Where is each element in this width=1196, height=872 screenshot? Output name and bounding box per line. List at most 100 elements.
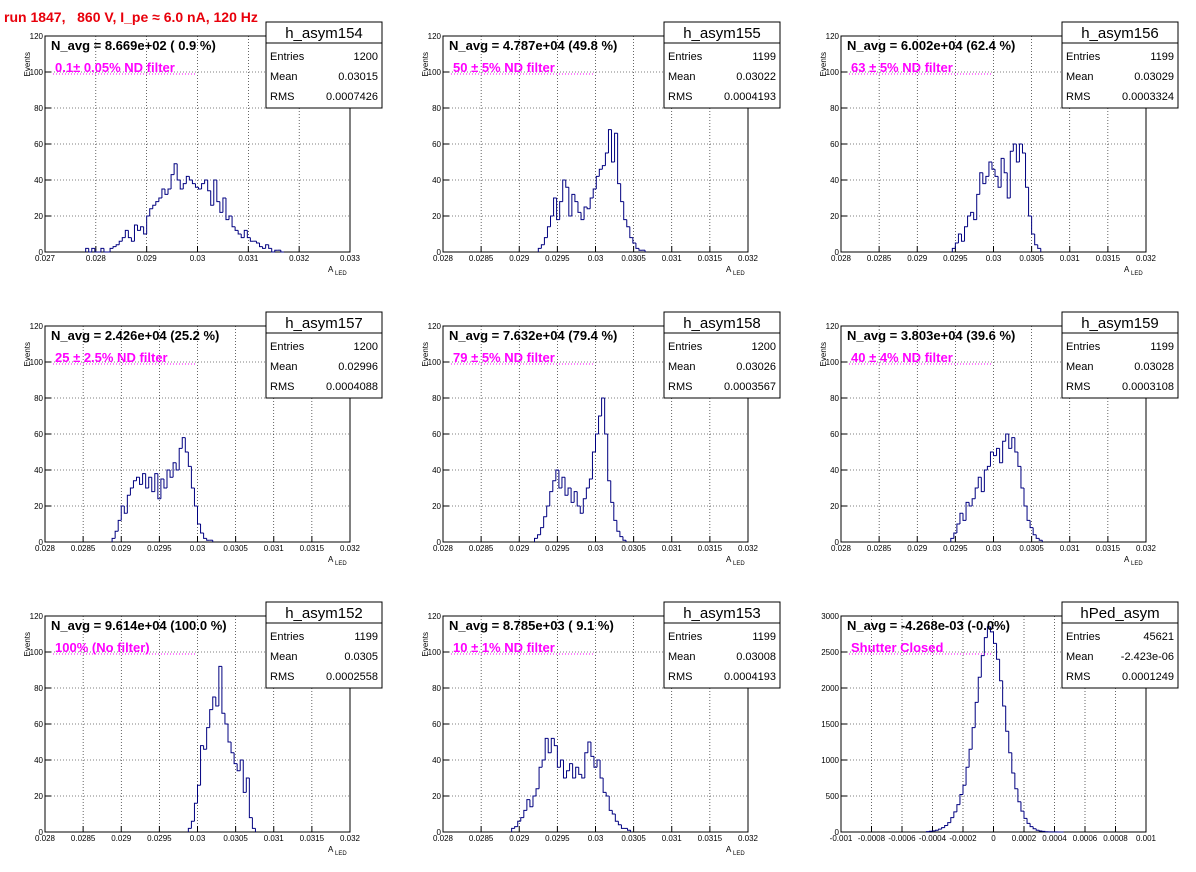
histogram-bin [962,784,967,795]
histogram-pad-hped-asym: -0.001 -0.0008 -0.0006 -0.0004 -0.0002 0 0.000… [821,601,1179,843]
histogram-bin [977,676,982,703]
y-tick-label: 80 [432,684,441,693]
y-tick-label: 120 [30,322,44,331]
histogram-bin [511,827,515,832]
x-tick-label: 0.0285 [867,254,892,263]
histogram-bin [537,247,542,252]
x-tick-label: 0.031 [264,544,285,553]
histogram-pad-h-asym156: 0.028 0.0285 0.029 0.0295 0.03 0.0305 0.031 0.0… [819,21,1179,277]
stats-key: Mean [270,651,298,663]
y-tick-label: 40 [432,756,441,765]
x-tick-label: 0.028 [35,834,56,843]
histogram-bin [947,822,951,826]
histogram-series [951,143,1042,252]
histogram-bin [207,180,211,192]
histogram-bin [953,811,957,818]
histogram-bin [149,208,153,216]
histogram-bin [200,524,204,534]
x-tick-label: 0.028 [86,254,107,263]
x-tick-label: 0.027 [35,254,56,263]
y-axis-label: Events [421,342,430,366]
histogram-bin [582,498,587,514]
y-tick-label: 20 [830,212,839,221]
stats-key: Mean [668,651,696,663]
histogram-bin [595,175,600,189]
x-tick-label: 0.0305 [223,834,248,843]
histogram-bin [143,226,147,235]
x-tick-label: 0.029 [907,254,928,263]
y-tick-label: 80 [432,104,441,113]
histogram-bin [580,212,585,221]
histogram-bin [265,244,269,249]
histogram-bin [556,745,561,768]
histogram-name: hPed_asym [1080,605,1159,622]
histogram-bin [614,132,618,162]
histogram-bin [154,473,158,492]
histogram-bin [951,247,956,252]
histogram-bin [574,194,578,203]
histogram-bin [1025,153,1029,188]
histogram-bin [117,519,122,532]
x-tick-label: 0.031 [662,834,683,843]
histogram-bin [1031,216,1035,235]
x-tick-label: 0.0002 [1012,834,1037,843]
histogram-bin [145,473,149,489]
x-tick-label: 0.0315 [698,254,723,263]
histogram-bin [988,161,992,177]
x-tick-label: 0.0315 [1096,544,1121,553]
histogram-bin [193,488,198,507]
histogram-bin [1037,244,1041,249]
x-tick-label: 0.029 [137,254,158,263]
histogram-bin [967,215,971,227]
x-tick-label: 0.03 [588,254,604,263]
x-tick-label: 0.029 [111,544,132,553]
histogram-bin [974,487,979,499]
x-tick-label: 0.0285 [469,254,494,263]
stats-key: RMS [668,381,692,393]
histogram-bin [938,828,942,831]
histogram-bin [187,827,192,832]
histogram-bin [1032,527,1037,536]
x-tick-label: 0 [991,834,996,843]
y-axis-label: Events [819,342,828,366]
histogram-bin [271,248,275,253]
histogram-name: h_asym153 [683,605,761,622]
histogram-bin [152,204,156,209]
histogram-bin [572,763,576,779]
stats-value: 0.03028 [1134,361,1174,373]
x-tick-label: 0.0315 [698,544,723,553]
histogram-bin [188,176,193,181]
x-tick-label: 0.031 [264,834,285,843]
histogram-bin [964,226,968,242]
histogram-name: h_asym157 [285,315,363,332]
histogram-bin [242,760,247,793]
x-tick-label: 0.032 [738,254,759,263]
x-tick-label: 0.03 [986,544,1002,553]
histogram-pad-h-asym153: 0.028 0.0285 0.029 0.0295 0.03 0.0305 0.031 0.0… [421,601,781,857]
y-tick-label: 40 [830,466,839,475]
y-tick-label: 0 [39,248,44,257]
x-tick-label: 0.031 [238,254,259,263]
histogram-bin [559,759,564,768]
histogram-bin [222,197,226,213]
histogram-bin [971,727,976,750]
histogram-bin [187,452,192,467]
histogram-bin [1023,488,1028,507]
x-tick-label: 0.032 [738,834,759,843]
y-tick-label: 40 [34,756,43,765]
histogram-bin [233,752,238,765]
x-tick-label: 0.0008 [1103,834,1128,843]
x-tick-label: 0.028 [433,834,454,843]
x-tick-label: 0.03 [190,544,206,553]
x-tick-label: 0.0305 [621,834,646,843]
histogram-bin [204,179,208,184]
histogram-bin [249,237,254,242]
histogram-bin [1017,452,1021,467]
histogram-bin [158,197,162,202]
histogram-bin [120,505,125,521]
histogram-bin [85,247,89,252]
histogram-bin [190,466,195,489]
histogram-bin [986,465,991,470]
histogram-bin [123,506,128,514]
x-axis-label: A [328,265,334,274]
